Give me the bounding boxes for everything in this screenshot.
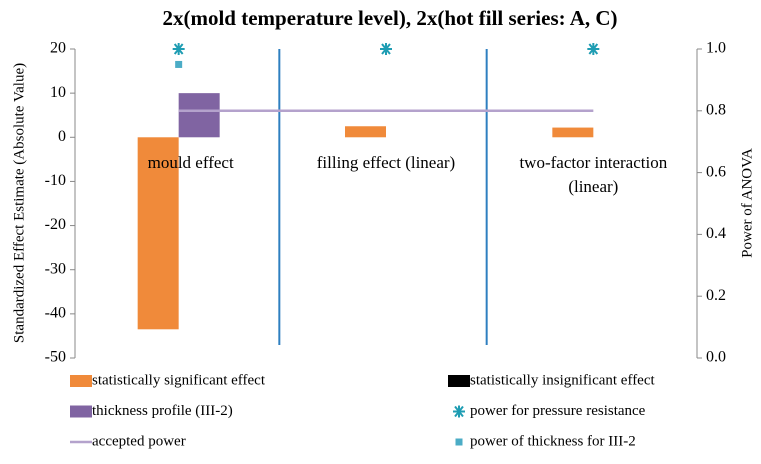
y2-tick-label: 0.4 [706,225,726,242]
category-label: filling effect (linear) [316,153,456,172]
legend-swatch [455,438,463,446]
y-tick-label: 20 [50,40,66,57]
legend-swatch [453,405,465,418]
chart-title: 2x(mold temperature level), 2x(hot fill … [162,6,617,30]
y-tick-label: -50 [45,349,66,366]
y-axis-title: Standardized Effect Estimate (Absolute V… [11,63,27,343]
y-tick-label: -40 [45,305,66,322]
asterisk-marker [587,43,600,55]
bar [178,93,220,138]
legend-label: statistically significant effect [92,372,266,388]
bar [552,127,594,138]
legend-swatch [70,405,92,418]
y-tick-label: -20 [45,216,66,233]
bar [345,126,386,138]
y-tick-label: 0 [58,128,66,145]
y2-tick-label: 1.0 [706,40,726,57]
y-tick-label: -10 [45,172,66,189]
legend-label: power of thickness for III-2 [470,433,636,449]
legend-label: thickness profile (III-2) [92,403,233,419]
legend-swatch [448,375,470,387]
category-label: mould effect [147,153,234,172]
bar [137,137,179,330]
asterisk-marker [380,43,392,55]
y2-axis-title: Power of ANOVA [739,148,755,258]
legend-label: accepted power [92,433,186,449]
square-marker [175,60,183,68]
y2-tick-label: 0.8 [706,101,726,118]
y-tick-label: -30 [45,260,66,277]
y2-tick-label: 0.6 [706,163,726,180]
category-label: two-factor interaction (linear) [519,153,668,196]
legend-label: statistically insignificant effect [470,372,655,388]
y-tick-label: 10 [50,84,66,101]
y2-tick-label: 0.0 [706,349,726,366]
legend-swatch [70,375,92,387]
y2-tick-label: 0.2 [706,287,726,304]
legend-label: power for pressure resistance [470,403,646,419]
asterisk-marker [172,43,185,55]
